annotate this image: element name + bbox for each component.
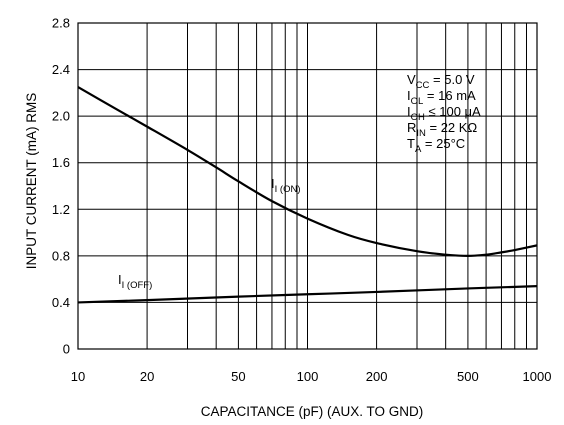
x-tick-labels: 10 20 50 100 200 500 1000 (71, 369, 552, 384)
series-label-i-on-sub: I (ON) (275, 184, 301, 195)
condition-line: IOH ≤ 100 μA (407, 104, 481, 123)
x-tick-label: 50 (231, 369, 245, 384)
x-tick-label: 100 (297, 369, 319, 384)
y-tick-label: 1.2 (52, 202, 70, 217)
y-tick-label: 0.8 (52, 248, 70, 263)
series-label-i-on-main: I (271, 176, 275, 191)
x-tick-label: 10 (71, 369, 85, 384)
series-layer (77, 86, 538, 304)
series-label-i-off-sub: I (OFF) (122, 280, 153, 291)
x-tick-label: 1000 (523, 369, 552, 384)
series-line-i-off (77, 285, 538, 304)
series-label-i-off: II (OFF) (118, 272, 152, 291)
grid (78, 23, 537, 349)
series-label-i-off-main: I (118, 272, 122, 287)
y-tick-label: 2.4 (52, 62, 70, 77)
condition-line: TA = 25°C (407, 136, 465, 155)
y-tick-label: 2.8 (52, 16, 70, 31)
x-tick-label: 200 (366, 369, 388, 384)
y-tick-label: 2.0 (52, 109, 70, 124)
series-line-i-on (77, 86, 538, 257)
condition-line: RIN = 22 KΩ (407, 120, 477, 139)
y-axis-label: INPUT CURRENT (mA) RMS (24, 93, 39, 270)
x-tick-label: 20 (140, 369, 154, 384)
y-tick-label: 0 (63, 342, 70, 357)
y-tick-labels: 0 0.4 0.8 1.2 1.6 2.0 2.4 2.8 (52, 16, 70, 357)
condition-line: VCC = 5.0 V (407, 72, 475, 91)
series-label-i-on: II (ON) (271, 176, 300, 195)
y-tick-label: 0.4 (52, 295, 70, 310)
plot-frame (77, 22, 538, 350)
x-tick-label: 500 (457, 369, 479, 384)
y-tick-label: 1.6 (52, 155, 70, 170)
condition-line: IOL = 16 mA (407, 88, 476, 107)
x-axis-label: CAPACITANCE (pF) (AUX. TO GND) (201, 404, 424, 419)
plot-border (77, 22, 538, 350)
